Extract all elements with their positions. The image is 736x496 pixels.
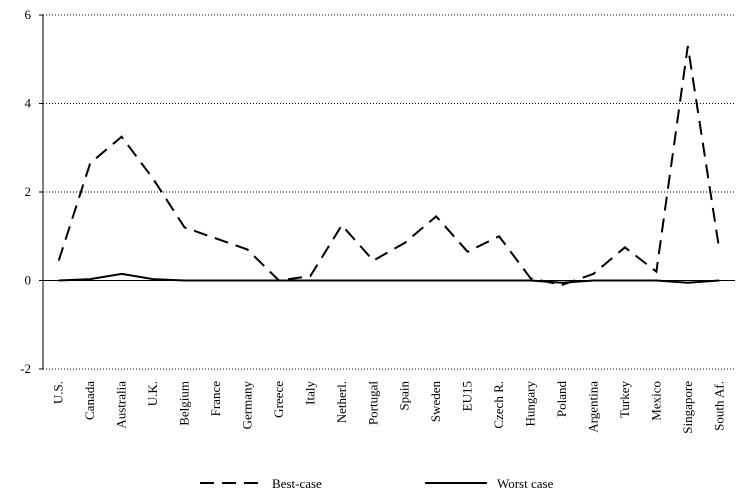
x-tick-label: Czech R. (491, 381, 506, 429)
legend-label: Best-case (272, 476, 322, 491)
legend-label: Worst case (497, 476, 554, 491)
x-tick-label: Singapore (680, 381, 695, 434)
x-tick-label: Turkey (617, 381, 632, 419)
x-tick-label: Spain (397, 381, 412, 411)
y-tick-label: -2 (20, 361, 31, 376)
x-tick-label: Germany (239, 381, 254, 430)
x-tick-label: Canada (82, 381, 97, 420)
x-tick-label: South Af. (711, 381, 726, 431)
x-tick-label: Greece (271, 381, 286, 418)
x-tick-label: Portugal (365, 381, 380, 425)
x-tick-label: U.K. (145, 381, 160, 406)
x-tick-label: Belgium (177, 381, 192, 426)
x-tick-label: Australia (114, 381, 129, 429)
x-tick-label: U.S. (51, 381, 66, 404)
y-tick-label: 4 (25, 96, 32, 111)
x-tick-label: EU15 (460, 381, 475, 411)
x-tick-label: Netherl. (334, 381, 349, 423)
y-tick-label: 2 (25, 184, 32, 199)
x-tick-label: Mexico (648, 381, 663, 421)
y-tick-label: 6 (25, 7, 32, 22)
y-tick-label: 0 (25, 273, 32, 288)
x-tick-label: Sweden (428, 381, 443, 423)
series-line (58, 272, 720, 284)
x-tick-label: France (208, 381, 223, 417)
x-tick-label: Italy (302, 381, 317, 405)
x-tick-label: Argentina (585, 381, 600, 433)
x-tick-label: Hungary (523, 381, 538, 427)
series-line (57, 45, 721, 286)
x-tick-label: Poland (554, 381, 569, 418)
